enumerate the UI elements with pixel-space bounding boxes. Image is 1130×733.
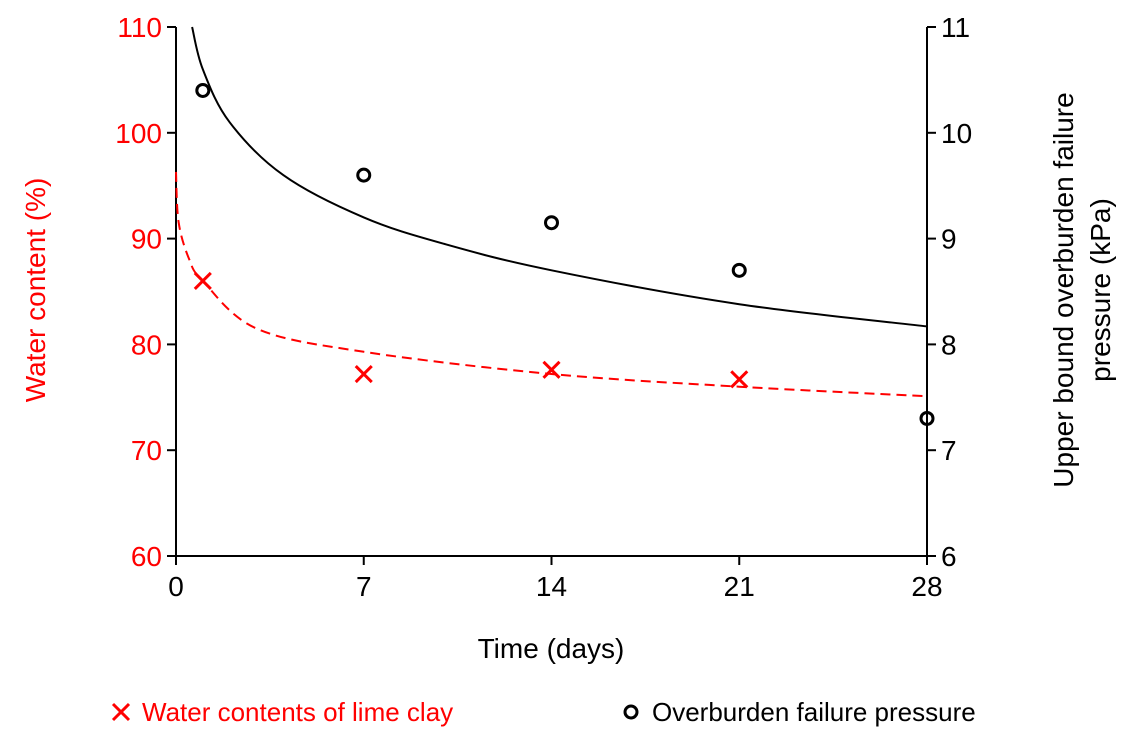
pressure-point (919, 410, 935, 426)
x-tick-label: 0 (168, 571, 184, 602)
water-content-point-stroke (193, 271, 212, 290)
water-content-point (354, 364, 373, 384)
water-content-point-stroke (354, 364, 373, 384)
pressure-point (195, 82, 211, 98)
right-y-axis-title-line1: Upper bound overburden failure (1048, 92, 1079, 487)
legend-label-water: Water contents of lime clay (142, 697, 453, 727)
pressure-point (544, 215, 559, 231)
left-y-ticks: 60 70 80 90 100 110 (115, 12, 176, 572)
right-y-tick-label: 6 (941, 541, 957, 572)
water-content-point (193, 271, 212, 290)
x-ticks: 0 7 14 21 28 (168, 556, 943, 602)
left-y-tick-label: 100 (115, 118, 162, 149)
x-axis-title: Time (days) (478, 633, 625, 664)
pressure-point (356, 167, 372, 183)
left-y-tick-label: 70 (131, 435, 162, 466)
data-points (193, 82, 935, 426)
water-content-trend-line (175, 171, 928, 398)
x-tick-label: 14 (536, 571, 567, 602)
water-content-point-stroke (542, 360, 561, 379)
left-y-tick-label: 90 (131, 224, 162, 255)
x-tick-label: 21 (724, 571, 755, 602)
water-content-point-stroke (730, 370, 749, 389)
right-y-tick-label: 10 (941, 118, 972, 149)
water-content-point (730, 370, 749, 389)
legend-marker-circle (623, 704, 639, 720)
legend-marker-x (111, 702, 131, 722)
x-tick-label: 7 (356, 571, 372, 602)
x-tick-label: 28 (911, 571, 942, 602)
right-y-tick-label: 9 (941, 224, 957, 255)
legend-label-pressure: Overburden failure pressure (652, 697, 976, 727)
legend: Water contents of lime clay Overburden f… (111, 697, 976, 727)
right-y-ticks: 6 7 8 9 10 11 (927, 12, 972, 572)
pressure-trend-line (191, 26, 928, 328)
trend-lines (175, 26, 928, 398)
left-y-tick-label: 80 (131, 329, 162, 360)
right-y-tick-label: 8 (941, 329, 957, 360)
left-y-tick-label: 110 (117, 12, 162, 43)
axes (175, 27, 928, 557)
water-content-point (542, 360, 561, 379)
right-y-tick-label: 11 (941, 12, 970, 43)
left-y-tick-label: 60 (131, 541, 162, 572)
right-y-tick-label: 7 (941, 435, 957, 466)
pressure-point (731, 262, 747, 278)
left-y-axis-title: Water content (%) (20, 178, 51, 403)
right-y-axis-title-line2: pressure (kPa) (1085, 198, 1116, 382)
